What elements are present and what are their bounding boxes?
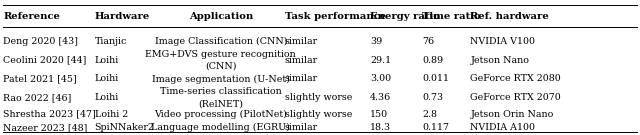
Text: Nazeer 2023 [48]: Nazeer 2023 [48] bbox=[3, 123, 88, 132]
Text: similar: similar bbox=[285, 56, 318, 65]
Text: Hardware: Hardware bbox=[95, 12, 150, 21]
Text: GeForce RTX 2080: GeForce RTX 2080 bbox=[470, 75, 561, 83]
Text: Loihi: Loihi bbox=[95, 93, 119, 102]
Text: 150: 150 bbox=[370, 110, 388, 119]
Text: similar: similar bbox=[285, 75, 318, 83]
Text: slightly worse: slightly worse bbox=[285, 110, 352, 119]
Text: 0.117: 0.117 bbox=[422, 123, 449, 132]
Text: Loihi: Loihi bbox=[95, 75, 119, 83]
Text: NVIDIA V100: NVIDIA V100 bbox=[470, 37, 536, 46]
Text: 2.8: 2.8 bbox=[422, 110, 437, 119]
Text: NVIDIA A100: NVIDIA A100 bbox=[470, 123, 536, 132]
Text: 0.73: 0.73 bbox=[422, 93, 444, 102]
Text: Time ratio: Time ratio bbox=[422, 12, 481, 21]
Text: Jetson Orin Nano: Jetson Orin Nano bbox=[470, 110, 554, 119]
Text: Jetson Nano: Jetson Nano bbox=[470, 56, 529, 65]
Text: Loihi 2: Loihi 2 bbox=[95, 110, 128, 119]
Text: Reference: Reference bbox=[3, 12, 60, 21]
Text: Task performance: Task performance bbox=[285, 12, 386, 21]
Text: Deng 2020 [43]: Deng 2020 [43] bbox=[3, 37, 78, 46]
Text: 29.1: 29.1 bbox=[370, 56, 391, 65]
Text: slightly worse: slightly worse bbox=[285, 93, 352, 102]
Text: Image Classification (CNN): Image Classification (CNN) bbox=[154, 37, 287, 46]
Text: SpiNNaker2: SpiNNaker2 bbox=[95, 123, 155, 132]
Text: similar: similar bbox=[285, 123, 318, 132]
Text: Ceolini 2020 [44]: Ceolini 2020 [44] bbox=[3, 56, 86, 65]
Text: Energy ratio: Energy ratio bbox=[370, 12, 440, 21]
Text: Time-series classification
(RelNET): Time-series classification (RelNET) bbox=[160, 87, 282, 108]
Text: 0.011: 0.011 bbox=[422, 75, 449, 83]
Text: Language modelling (EGRU): Language modelling (EGRU) bbox=[152, 123, 290, 132]
Text: Application: Application bbox=[189, 12, 253, 21]
Text: 0.89: 0.89 bbox=[422, 56, 444, 65]
Text: EMG+DVS gesture recognition
(CNN): EMG+DVS gesture recognition (CNN) bbox=[145, 50, 296, 70]
Text: Image segmentation (U-Net): Image segmentation (U-Net) bbox=[152, 74, 290, 84]
Text: Loihi: Loihi bbox=[95, 56, 119, 65]
Text: Ref. hardware: Ref. hardware bbox=[470, 12, 549, 21]
Text: Video processing (PilotNet): Video processing (PilotNet) bbox=[154, 109, 287, 119]
Text: 39: 39 bbox=[370, 37, 382, 46]
Text: 76: 76 bbox=[422, 37, 435, 46]
Text: similar: similar bbox=[285, 37, 318, 46]
Text: 18.3: 18.3 bbox=[370, 123, 391, 132]
Text: Rao 2022 [46]: Rao 2022 [46] bbox=[3, 93, 72, 102]
Text: GeForce RTX 2070: GeForce RTX 2070 bbox=[470, 93, 561, 102]
Text: Patel 2021 [45]: Patel 2021 [45] bbox=[3, 75, 77, 83]
Text: 3.00: 3.00 bbox=[370, 75, 391, 83]
Text: Shrestha 2023 [47]: Shrestha 2023 [47] bbox=[3, 110, 96, 119]
Text: Tianjic: Tianjic bbox=[95, 37, 127, 46]
Text: 4.36: 4.36 bbox=[370, 93, 391, 102]
